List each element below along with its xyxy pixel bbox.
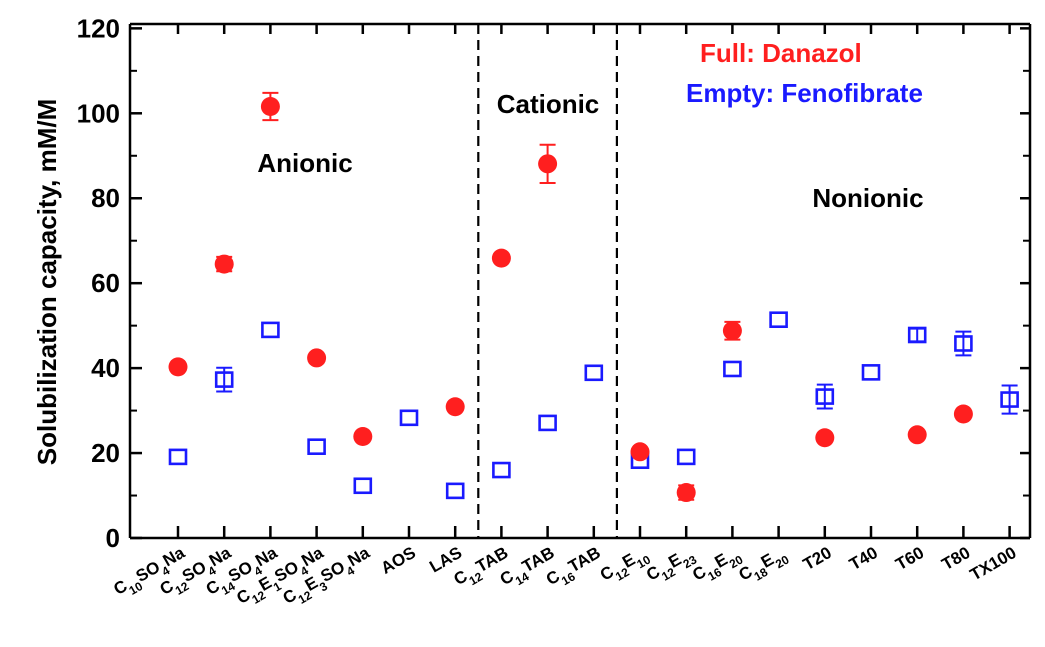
danazol-point	[307, 348, 327, 368]
x-tick-label: C18E20	[736, 543, 792, 590]
fenofibrate-point	[214, 371, 234, 388]
fenofibrate-point	[307, 438, 326, 455]
danazol-point	[815, 428, 835, 448]
fenofibrate-point	[954, 335, 973, 352]
fenofibrate-point	[584, 364, 604, 382]
group-dividers	[477, 24, 619, 538]
danazol-point	[214, 254, 234, 274]
fenofibrate-point	[353, 477, 373, 495]
danazol-point	[353, 426, 373, 446]
danazol-point	[260, 97, 280, 117]
x-tick-label: T60	[892, 543, 927, 574]
y-tick-label: 60	[91, 268, 120, 298]
legend-fenofibrate: Empty: Fenofibrate	[686, 78, 923, 108]
y-tick-label: 20	[91, 438, 120, 468]
group-label-nonionic: Nonionic	[812, 183, 923, 213]
fenofibrate-point	[492, 461, 511, 479]
danazol-point	[538, 154, 558, 174]
danazol-point	[445, 397, 465, 417]
x-tick-label: T20	[800, 543, 835, 574]
group-label-anionic: Anionic	[257, 148, 352, 178]
x-tick-label: AOS	[378, 543, 419, 578]
danazol-point	[722, 321, 742, 341]
fenofibrate-point	[861, 364, 881, 381]
x-tick-label: T40	[846, 543, 881, 574]
fenofibrate-point	[676, 448, 696, 466]
y-tick-label: 120	[77, 13, 120, 43]
y-axis-label: Solubilization capacity, mM/M	[32, 99, 62, 465]
fenofibrate-point	[445, 482, 465, 500]
x-tick-label: TX100	[967, 543, 1020, 585]
fenofibrate-point	[769, 311, 788, 329]
danazol-point	[491, 248, 511, 268]
fenofibrate-point	[815, 388, 835, 405]
fenofibrate-point	[723, 360, 742, 378]
fenofibrate-point	[168, 448, 188, 466]
danazol-point	[907, 425, 927, 445]
fenofibrate-point	[261, 321, 280, 339]
x-tick-label: C16TAB	[543, 543, 607, 594]
y-tick-label: 40	[91, 353, 120, 383]
danazol-point	[676, 483, 696, 503]
y-tick-label: 100	[77, 98, 120, 128]
series-fenofibrate	[168, 311, 1019, 500]
fenofibrate-point	[1000, 391, 1019, 408]
fenofibrate-point	[538, 414, 557, 432]
legend-danazol: Full: Danazol	[700, 38, 862, 68]
fenofibrate-point	[399, 409, 419, 427]
danazol-point	[953, 404, 973, 424]
danazol-point	[168, 357, 188, 377]
series-danazol	[168, 91, 973, 503]
y-tick-label: 0	[106, 523, 120, 553]
fenofibrate-point	[907, 326, 927, 344]
danazol-point	[630, 442, 650, 462]
y-tick-label: 80	[91, 183, 120, 213]
y-ticks: 0 20 40 60 80 100 120	[77, 13, 1030, 553]
group-label-cationic: Cationic	[497, 89, 600, 119]
